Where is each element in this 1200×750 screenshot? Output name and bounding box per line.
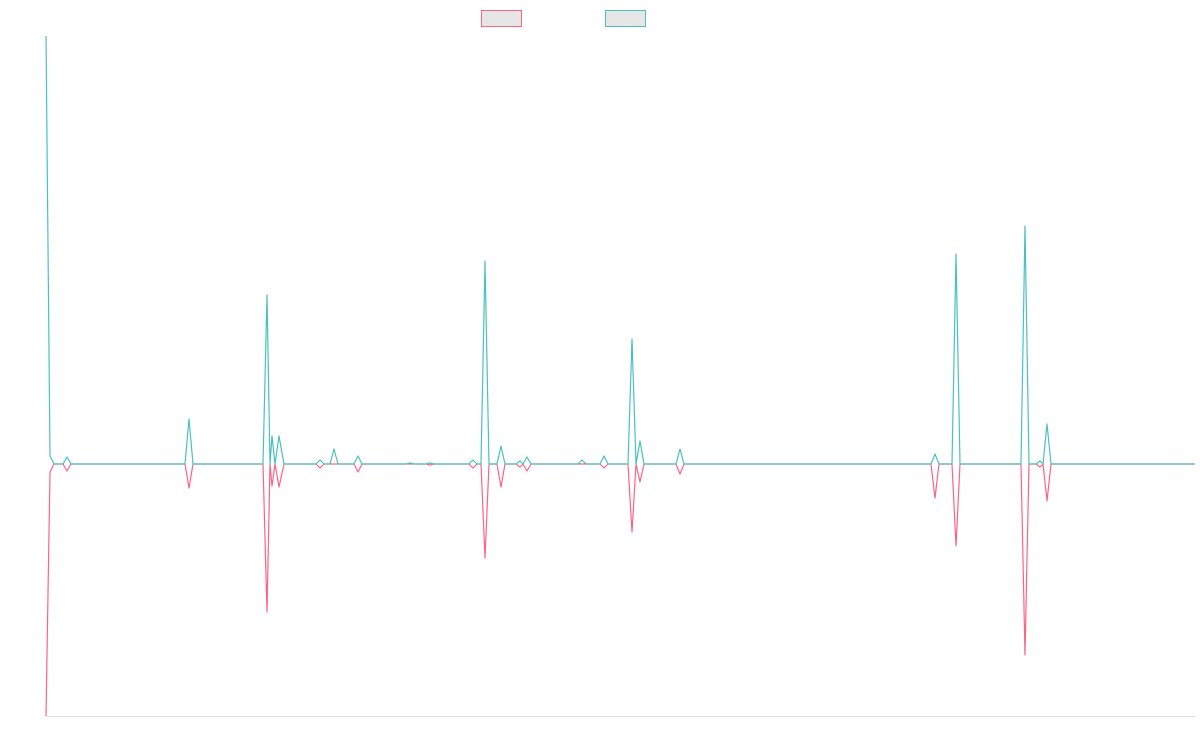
legend-swatch xyxy=(481,10,522,27)
legend-swatch xyxy=(605,10,646,27)
series-line xyxy=(45,463,1195,717)
series-line xyxy=(45,35,1195,465)
